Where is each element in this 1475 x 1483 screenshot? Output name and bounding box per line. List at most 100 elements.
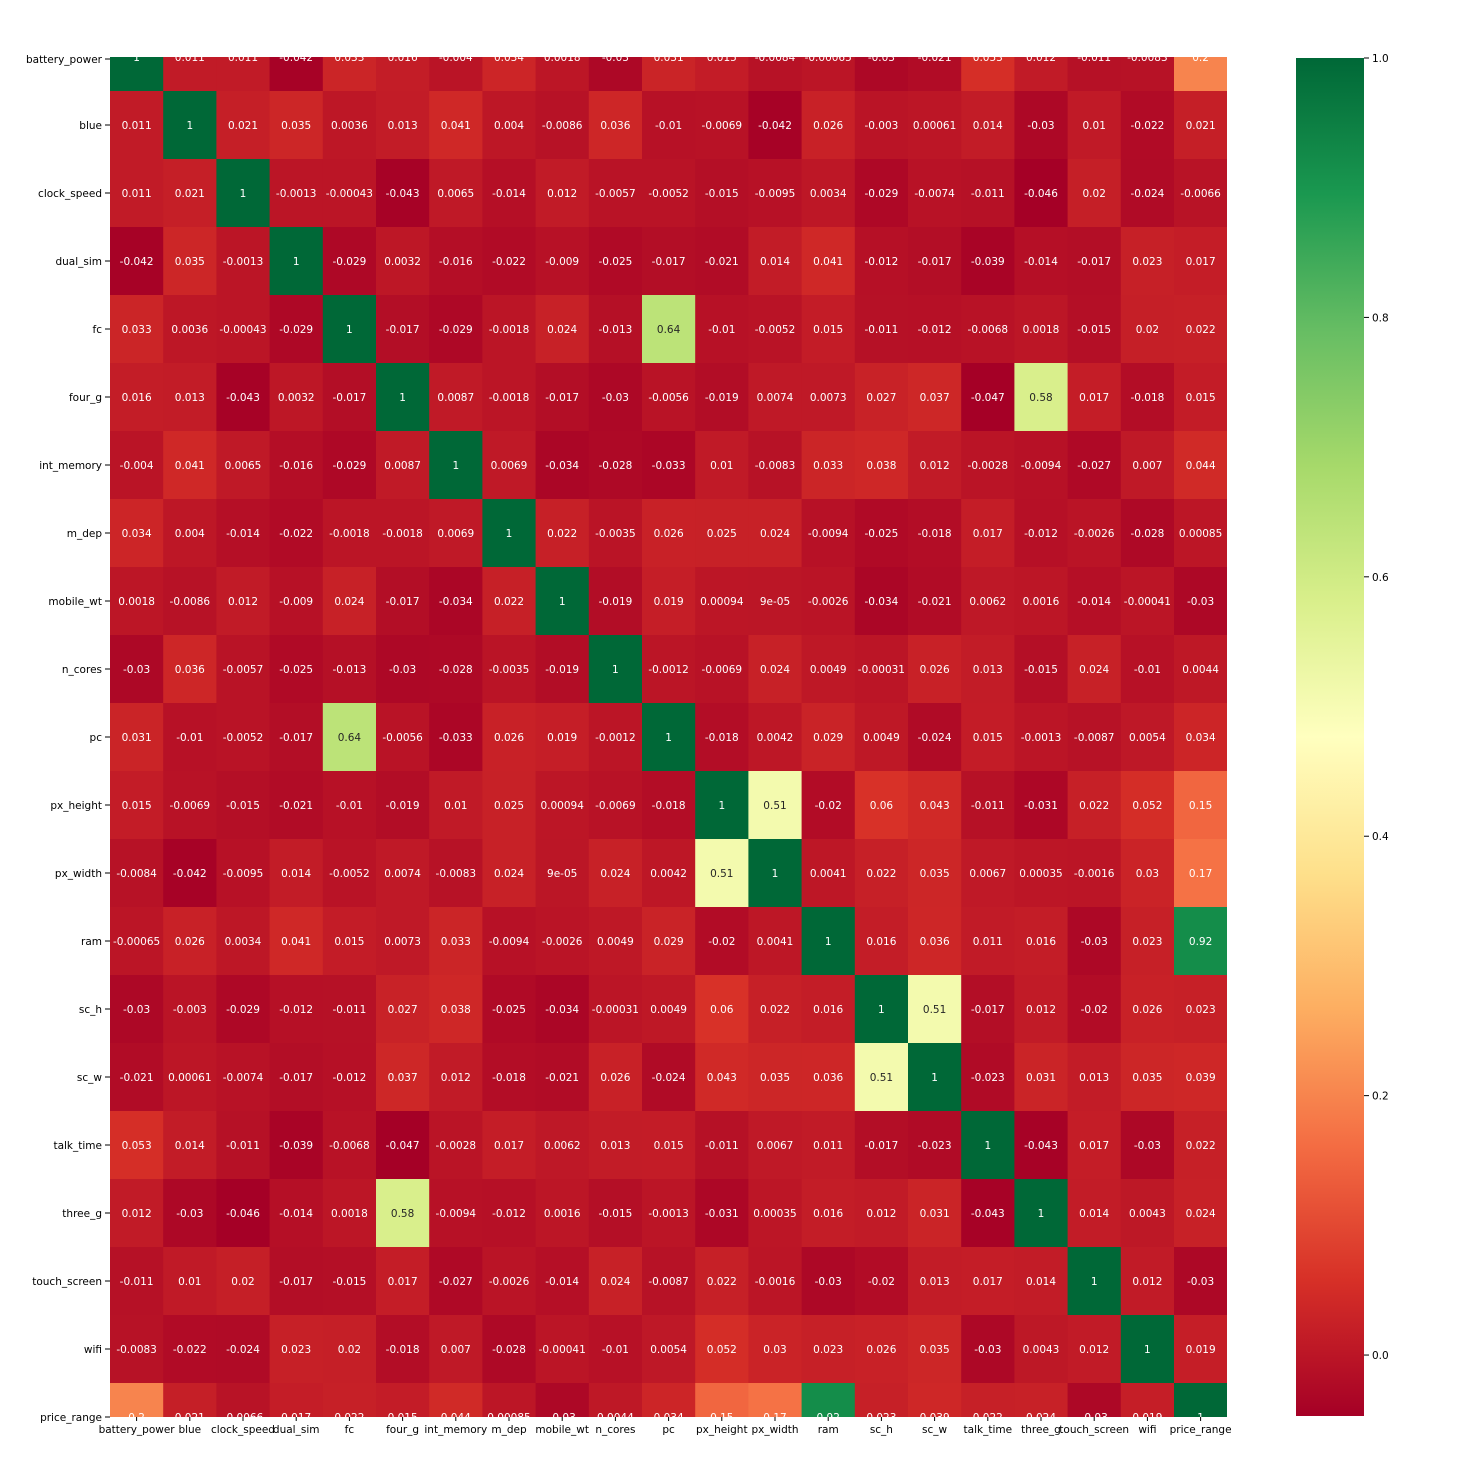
heatmap-cell-battery_power-talk_time bbox=[961, 57, 1015, 92]
heatmap-cell-int_memory-sc_w bbox=[908, 431, 962, 500]
heatmap-cell-label: 0.023 bbox=[813, 1344, 843, 1356]
heatmap-cell-label: 1 bbox=[346, 324, 353, 336]
heatmap-cell-int_memory-int_memory bbox=[429, 431, 483, 500]
y-tick-label-price_range: price_range bbox=[40, 1412, 102, 1424]
heatmap-cell-px_width-three_g bbox=[1014, 839, 1069, 908]
y-tick-label-four_g: four_g bbox=[69, 392, 102, 404]
y-tick-label-sc_w: sc_w bbox=[77, 1072, 102, 1084]
heatmap-cell-label: 9e-05 bbox=[547, 868, 577, 880]
heatmap-cell-wifi-battery_power bbox=[110, 1315, 164, 1384]
heatmap-cell-label: 0.0087 bbox=[384, 460, 421, 472]
heatmap-cell-m_dep-sc_h bbox=[854, 499, 909, 568]
heatmap-cell-label: 0.039 bbox=[1186, 1072, 1216, 1084]
heatmap-cell-label: -0.0026 bbox=[1074, 528, 1115, 540]
heatmap-cell-label: 0.012 bbox=[441, 1072, 471, 1084]
heatmap-cell-clock_speed-px_width bbox=[748, 159, 803, 228]
heatmap-cell-m_dep-sc_w bbox=[908, 499, 962, 568]
heatmap-cell-n_cores-px_height bbox=[695, 635, 749, 704]
heatmap-cell-label: 0.0018 bbox=[331, 1208, 368, 1220]
heatmap-cell-label: 0.025 bbox=[707, 528, 737, 540]
heatmap-cell-three_g-px_height bbox=[695, 1179, 749, 1248]
heatmap-cell-label: -0.0094 bbox=[1021, 460, 1062, 472]
heatmap-cell-label: 0.92 bbox=[1189, 936, 1212, 948]
heatmap-cell-three_g-wifi bbox=[1120, 1179, 1175, 1248]
heatmap-cell-talk_time-int_memory bbox=[429, 1111, 483, 1180]
colorbar-tick-label: 0.0 bbox=[1372, 1350, 1389, 1362]
heatmap-cell-price_range-ram bbox=[801, 1383, 856, 1417]
heatmap-cell-price_range-three_g bbox=[1014, 1383, 1069, 1417]
heatmap-cell-four_g-ram bbox=[801, 363, 856, 432]
heatmap-cell-label: -0.034 bbox=[545, 460, 579, 472]
heatmap-cell-label: 0.0043 bbox=[1129, 1208, 1166, 1220]
heatmap-cell-three_g-price_range bbox=[1174, 1179, 1227, 1248]
heatmap-cell-label: -0.0018 bbox=[382, 528, 423, 540]
heatmap-cell-px_width-wifi bbox=[1120, 839, 1175, 908]
heatmap-cell-label: -0.029 bbox=[439, 324, 473, 336]
heatmap-cell-label: 0.06 bbox=[870, 800, 894, 812]
heatmap-cell-label: -0.0069 bbox=[702, 664, 743, 676]
heatmap-cell-touch_screen-clock_speed bbox=[216, 1247, 271, 1316]
heatmap-cell-pc-clock_speed bbox=[216, 703, 271, 772]
heatmap-cell-label: -0.023 bbox=[971, 1072, 1005, 1084]
heatmap-cell-label: 0.016 bbox=[388, 52, 418, 64]
heatmap-cell-talk_time-three_g bbox=[1014, 1111, 1069, 1180]
heatmap-cell-four_g-sc_h bbox=[854, 363, 909, 432]
heatmap-cell-label: 0.00061 bbox=[913, 120, 956, 132]
heatmap-cell-label: 0.014 bbox=[973, 120, 1003, 132]
heatmap-cell-label: 0.0034 bbox=[225, 936, 262, 948]
heatmap-cell-label: -0.0083 bbox=[1127, 52, 1168, 64]
heatmap-cell-touch_screen-three_g bbox=[1014, 1247, 1069, 1316]
heatmap-cell-ram-m_dep bbox=[482, 907, 537, 976]
heatmap-cell-label: 0.0065 bbox=[437, 188, 474, 200]
heatmap-cell-label: 0.019 bbox=[1132, 1412, 1162, 1424]
heatmap-cell-label: 0.03 bbox=[1136, 868, 1159, 880]
heatmap-cell-label: 0.038 bbox=[866, 460, 896, 472]
heatmap-cell-dual_sim-blue bbox=[163, 227, 217, 296]
heatmap-cell-label: 0.022 bbox=[760, 1004, 790, 1016]
heatmap-cell-label: 1 bbox=[878, 1004, 885, 1016]
heatmap-cell-touch_screen-int_memory bbox=[429, 1247, 483, 1316]
heatmap-cell-label: 0.15 bbox=[1189, 800, 1212, 812]
heatmap-cell-mobile_wt-pc bbox=[642, 567, 696, 636]
heatmap-cell-pc-pc bbox=[642, 703, 696, 772]
heatmap-cell-talk_time-m_dep bbox=[482, 1111, 537, 1180]
heatmap-cell-wifi-n_cores bbox=[588, 1315, 643, 1384]
heatmap-cell-four_g-battery_power bbox=[110, 363, 164, 432]
heatmap-cell-talk_time-dual_sim bbox=[269, 1111, 324, 1180]
heatmap-cell-label: -0.0035 bbox=[595, 528, 636, 540]
x-tick-label-sc_w: sc_w bbox=[922, 1424, 947, 1436]
heatmap-cell-label: 0.015 bbox=[334, 936, 364, 948]
heatmap-cell-px_width-sc_w bbox=[908, 839, 962, 908]
heatmap-cell-mobile_wt-px_height bbox=[695, 567, 749, 636]
heatmap-cell-px_height-wifi bbox=[1120, 771, 1175, 840]
heatmap-cell-label: -0.0052 bbox=[648, 188, 689, 200]
heatmap-cell-label: -0.03 bbox=[1187, 1276, 1214, 1288]
heatmap-cell-label: 0.0074 bbox=[757, 392, 794, 404]
heatmap-cell-price_range-fc bbox=[322, 1383, 377, 1417]
heatmap-cell-label: 0.58 bbox=[391, 1208, 414, 1220]
heatmap-cell-fc-pc bbox=[642, 295, 696, 364]
heatmap-cell-label: 0.004 bbox=[494, 120, 524, 132]
heatmap-cell-label: 0.0054 bbox=[1129, 732, 1166, 744]
heatmap-cell-dual_sim-dual_sim bbox=[269, 227, 324, 296]
heatmap-cell-label: 0.024 bbox=[760, 528, 790, 540]
heatmap-cell-label: -0.023 bbox=[918, 1140, 952, 1152]
heatmap-cell-label: 0.0049 bbox=[597, 936, 634, 948]
x-tick-label-four_g: four_g bbox=[386, 1424, 419, 1436]
heatmap-cell-label: -0.0086 bbox=[542, 120, 583, 132]
heatmap-cell-touch_screen-touch_screen bbox=[1067, 1247, 1122, 1316]
heatmap-cell-label: 0.053 bbox=[973, 52, 1003, 64]
heatmap-cell-sc_w-touch_screen bbox=[1067, 1043, 1122, 1112]
heatmap-cell-fc-int_memory bbox=[429, 295, 483, 364]
heatmap-cell-px_width-ram bbox=[801, 839, 856, 908]
heatmap-cell-fc-ram bbox=[801, 295, 856, 364]
heatmap-cell-label: -0.02 bbox=[708, 936, 735, 948]
heatmap-cell-label: -0.033 bbox=[439, 732, 473, 744]
heatmap-cell-wifi-price_range bbox=[1174, 1315, 1227, 1384]
heatmap-cell-dual_sim-three_g bbox=[1014, 227, 1069, 296]
heatmap-cell-label: 0.0067 bbox=[969, 868, 1006, 880]
heatmap-cell-sc_h-px_width bbox=[748, 975, 803, 1044]
heatmap-cell-label: 0.012 bbox=[122, 1208, 152, 1220]
heatmap-cell-px_height-px_width bbox=[748, 771, 803, 840]
heatmap-cell-label: 0.011 bbox=[122, 188, 152, 200]
